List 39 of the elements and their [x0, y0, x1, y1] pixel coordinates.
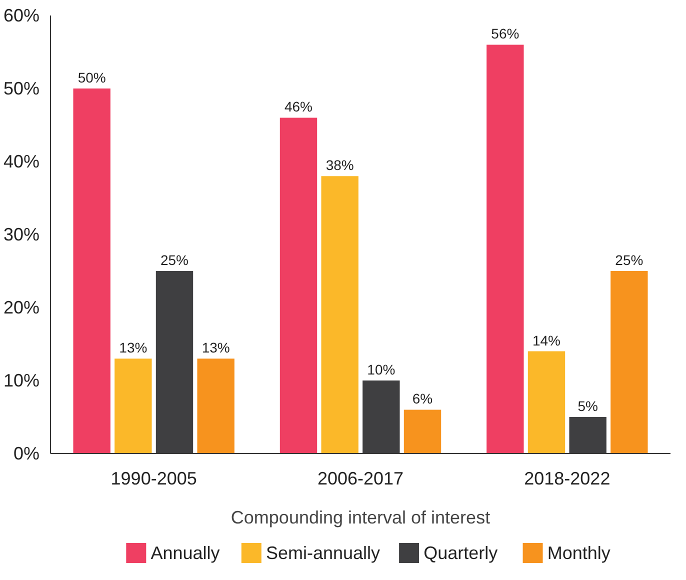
- bar: [321, 176, 358, 454]
- data-label: 50%: [78, 70, 106, 86]
- x-tick-label: 2006-2017: [317, 468, 404, 488]
- x-tick-label: 1990-2005: [110, 468, 197, 488]
- y-tick-label: 30%: [3, 224, 40, 244]
- data-label: 6%: [412, 390, 433, 407]
- data-label: 5%: [578, 398, 598, 414]
- data-label: 13%: [202, 340, 230, 356]
- bar: [114, 358, 152, 454]
- legend-label: Quarterly: [424, 543, 498, 563]
- bar: [362, 380, 400, 454]
- bar: [569, 417, 606, 454]
- bar: [486, 44, 524, 454]
- y-tick-label: 20%: [3, 298, 40, 318]
- bar: [528, 351, 566, 454]
- data-label: 13%: [119, 340, 148, 356]
- y-tick-label: 40%: [3, 152, 40, 172]
- y-tick-label: 10%: [3, 370, 40, 390]
- data-label: 25%: [160, 252, 189, 268]
- data-label: 46%: [284, 98, 313, 115]
- bar: [156, 271, 194, 454]
- y-tick-label: 50%: [3, 78, 40, 98]
- y-tick-label: 0%: [13, 444, 40, 464]
- data-label: 25%: [615, 252, 644, 268]
- bar: [280, 118, 318, 454]
- legend-label: Semi-annually: [266, 543, 380, 563]
- data-label: 10%: [367, 362, 396, 378]
- data-label: 38%: [326, 157, 354, 174]
- y-tick-label: 60%: [3, 6, 40, 26]
- legend-label: Annually: [150, 543, 220, 563]
- bar: [404, 410, 442, 454]
- bar: [73, 88, 110, 454]
- data-label: 56%: [491, 26, 520, 42]
- data-label: 14%: [532, 332, 561, 348]
- bar: [197, 358, 234, 454]
- x-axis-title: Compounding interval of interest: [230, 508, 490, 528]
- bar: [610, 271, 648, 454]
- x-tick-label: 2018-2022: [524, 468, 610, 488]
- legend-label: Monthly: [547, 543, 610, 563]
